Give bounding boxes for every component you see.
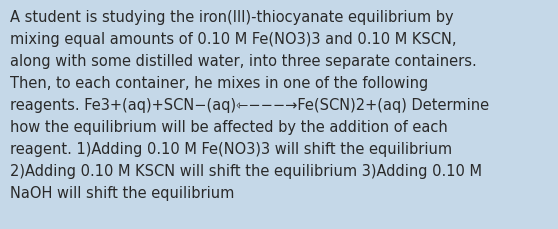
Text: A student is studying the iron(III)-thiocyanate equilibrium by
mixing equal amou: A student is studying the iron(III)-thio… bbox=[10, 10, 489, 200]
